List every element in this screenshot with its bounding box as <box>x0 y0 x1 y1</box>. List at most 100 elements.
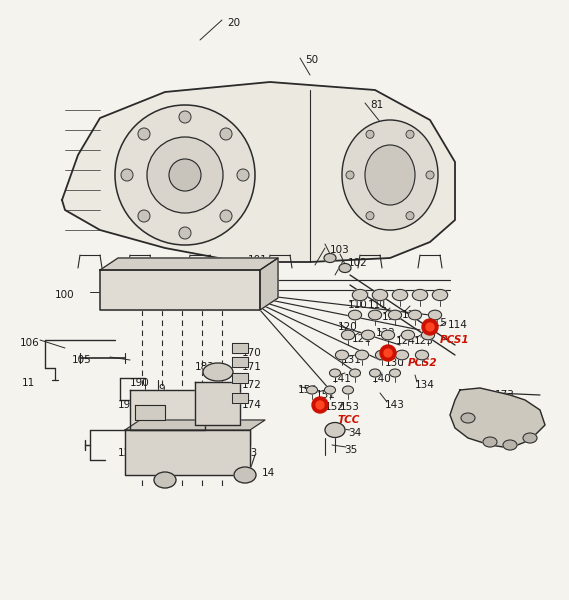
Polygon shape <box>135 405 165 420</box>
Polygon shape <box>260 258 278 310</box>
Text: 140: 140 <box>372 374 391 384</box>
Text: 180: 180 <box>205 390 225 400</box>
Text: 151: 151 <box>316 390 336 400</box>
Text: 81: 81 <box>370 100 384 110</box>
Text: 150: 150 <box>298 385 318 395</box>
Polygon shape <box>125 420 265 430</box>
Ellipse shape <box>415 350 428 360</box>
Text: 182: 182 <box>228 428 248 438</box>
Text: 123: 123 <box>414 336 434 346</box>
Ellipse shape <box>381 330 394 340</box>
Polygon shape <box>130 390 205 430</box>
Text: 50: 50 <box>305 55 318 65</box>
Polygon shape <box>100 258 278 270</box>
Ellipse shape <box>369 369 381 377</box>
Circle shape <box>179 111 191 123</box>
Text: 13: 13 <box>245 448 258 458</box>
Text: 101: 101 <box>248 255 268 265</box>
Polygon shape <box>125 430 250 475</box>
Text: 103: 103 <box>330 245 350 255</box>
Polygon shape <box>195 382 240 425</box>
Circle shape <box>237 169 249 181</box>
Ellipse shape <box>368 310 382 320</box>
Text: 11: 11 <box>160 468 173 478</box>
Circle shape <box>384 349 392 357</box>
Text: 10: 10 <box>138 407 151 417</box>
Text: 190: 190 <box>130 378 150 388</box>
Polygon shape <box>232 343 248 353</box>
Ellipse shape <box>503 440 517 450</box>
Circle shape <box>115 105 255 245</box>
Circle shape <box>316 401 324 409</box>
Text: 20: 20 <box>227 18 240 28</box>
Circle shape <box>346 171 354 179</box>
Text: 174: 174 <box>242 400 262 410</box>
Ellipse shape <box>339 263 351 272</box>
Circle shape <box>220 210 232 222</box>
Text: 11: 11 <box>22 378 35 388</box>
Text: 114: 114 <box>448 320 468 330</box>
Ellipse shape <box>203 363 233 381</box>
Ellipse shape <box>372 289 387 301</box>
Text: 153: 153 <box>340 402 360 412</box>
Text: 106: 106 <box>20 338 40 348</box>
Text: 34: 34 <box>348 428 361 438</box>
Text: 171: 171 <box>242 362 262 372</box>
Text: 115: 115 <box>428 318 448 328</box>
Ellipse shape <box>461 413 475 423</box>
Text: 100: 100 <box>55 290 75 300</box>
Circle shape <box>138 128 150 140</box>
Text: 184: 184 <box>218 448 238 458</box>
Ellipse shape <box>324 386 336 394</box>
Ellipse shape <box>335 350 349 360</box>
Text: 170: 170 <box>242 348 262 358</box>
Circle shape <box>147 137 223 213</box>
Text: 183: 183 <box>195 362 215 372</box>
Ellipse shape <box>349 369 361 377</box>
Ellipse shape <box>342 120 438 230</box>
Polygon shape <box>450 388 545 448</box>
Ellipse shape <box>356 350 369 360</box>
Text: 105: 105 <box>72 355 92 365</box>
Text: 141: 141 <box>332 374 352 384</box>
Ellipse shape <box>390 369 401 377</box>
Ellipse shape <box>234 467 256 483</box>
Ellipse shape <box>392 289 408 301</box>
Circle shape <box>380 345 396 361</box>
Text: 35: 35 <box>344 445 357 455</box>
Ellipse shape <box>365 145 415 205</box>
Ellipse shape <box>352 289 368 301</box>
Polygon shape <box>232 357 248 367</box>
Ellipse shape <box>409 310 422 320</box>
Circle shape <box>169 159 201 191</box>
Ellipse shape <box>395 350 409 360</box>
Circle shape <box>422 319 438 335</box>
Ellipse shape <box>324 253 336 263</box>
Text: 12: 12 <box>118 448 131 458</box>
Ellipse shape <box>376 350 389 360</box>
Text: 131: 131 <box>342 355 362 365</box>
Ellipse shape <box>428 310 442 320</box>
Circle shape <box>366 212 374 220</box>
Text: 110: 110 <box>348 300 368 310</box>
Text: 181: 181 <box>198 422 218 432</box>
Ellipse shape <box>401 330 415 340</box>
Circle shape <box>426 323 434 331</box>
Polygon shape <box>232 393 248 403</box>
Polygon shape <box>232 373 248 383</box>
Text: 152: 152 <box>325 402 345 412</box>
Text: 14: 14 <box>262 468 275 478</box>
Polygon shape <box>62 82 455 262</box>
Text: PCS2: PCS2 <box>408 358 438 368</box>
Ellipse shape <box>422 330 435 340</box>
Text: 124: 124 <box>396 336 416 346</box>
Ellipse shape <box>361 330 374 340</box>
Ellipse shape <box>413 289 428 301</box>
Text: 102: 102 <box>348 258 368 268</box>
Ellipse shape <box>329 369 340 377</box>
Text: 130: 130 <box>385 358 405 368</box>
Ellipse shape <box>307 386 318 394</box>
Text: 122: 122 <box>376 328 396 338</box>
Ellipse shape <box>343 386 353 394</box>
Text: TCC: TCC <box>338 415 360 425</box>
